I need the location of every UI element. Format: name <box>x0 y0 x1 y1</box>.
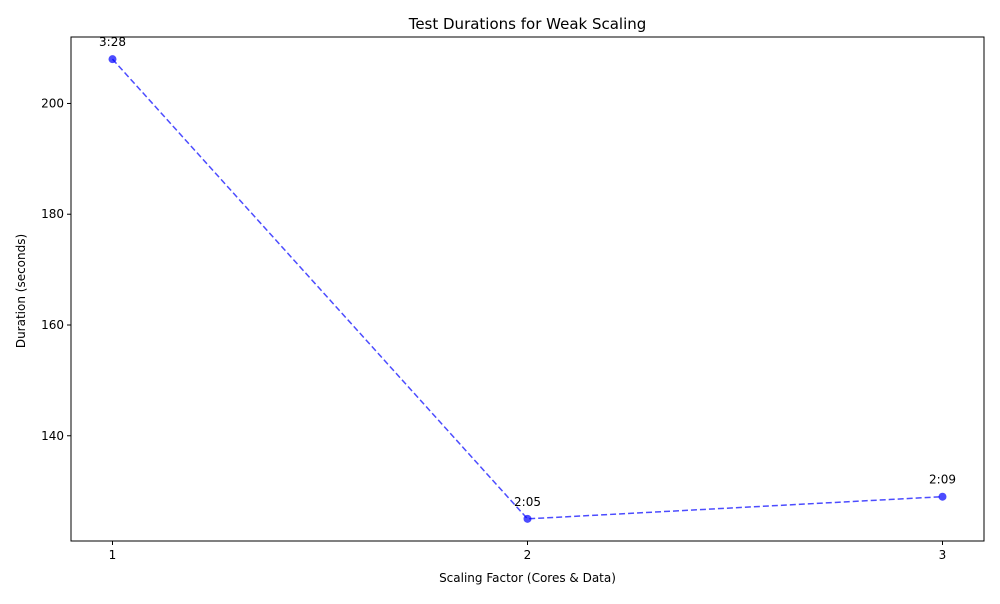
data-label: 2:09 <box>929 473 956 487</box>
data-label: 2:05 <box>514 495 541 509</box>
x-tick-label: 2 <box>524 548 532 562</box>
data-point <box>108 55 117 64</box>
x-axis-label: Scaling Factor (Cores & Data) <box>439 571 616 585</box>
series-layer: 3:28 2:05 2:09 <box>99 35 956 523</box>
y-tick-label: 200 <box>41 96 64 110</box>
x-tick-label: 3 <box>939 548 947 562</box>
y-tick-label: 160 <box>41 318 64 332</box>
y-axis-label: Duration (seconds) <box>14 234 28 348</box>
y-axis: 140 160 180 200 <box>41 96 71 443</box>
data-point <box>938 492 947 501</box>
data-label: 3:28 <box>99 35 126 49</box>
y-tick-label: 140 <box>41 429 64 443</box>
series-line <box>111 58 943 520</box>
x-tick-label: 1 <box>109 548 117 562</box>
plot-area <box>70 36 985 542</box>
data-point <box>523 514 532 523</box>
y-tick-label: 180 <box>41 207 64 221</box>
x-axis: 1 2 3 <box>109 541 947 562</box>
chart-title: Test Durations for Weak Scaling <box>408 15 647 33</box>
